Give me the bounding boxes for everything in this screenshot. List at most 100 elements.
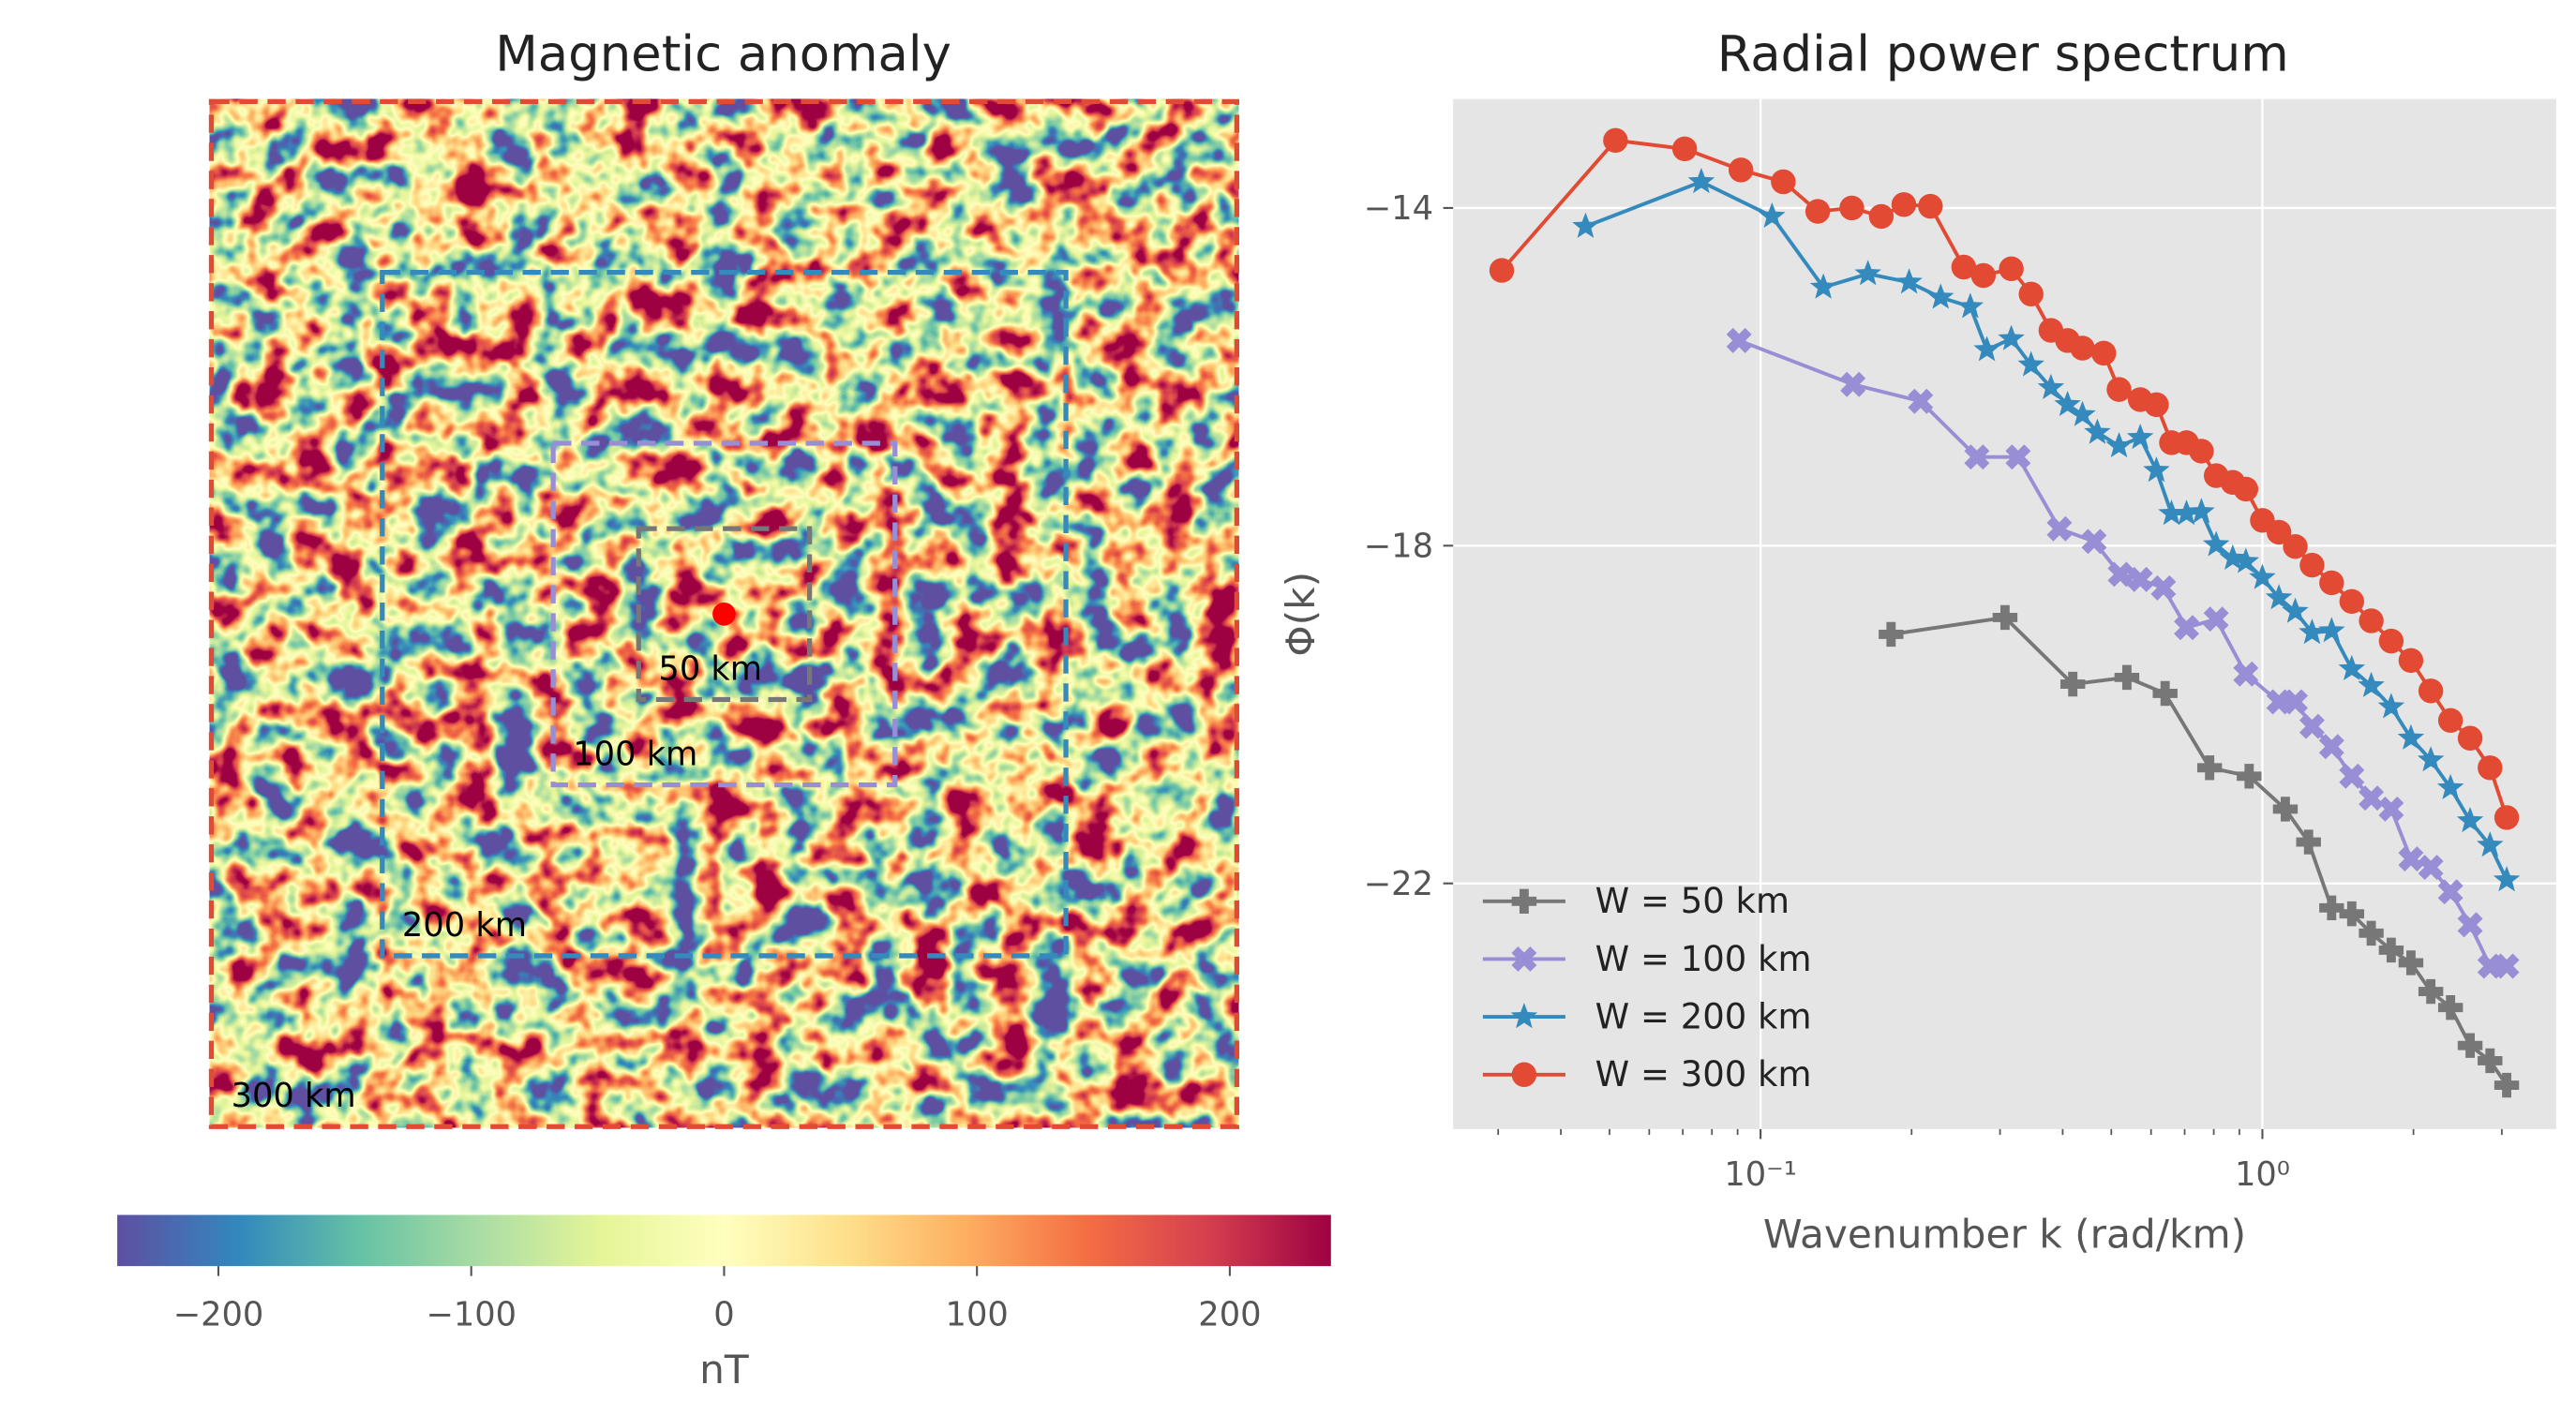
data-point — [2283, 534, 2308, 559]
y-tick-label: −18 — [1364, 528, 1433, 566]
data-point — [1728, 157, 1754, 183]
data-point — [2418, 978, 2444, 1005]
data-point — [2189, 439, 2214, 464]
data-point — [2237, 764, 2262, 789]
data-point — [2105, 432, 2133, 458]
data-point — [1951, 254, 1977, 280]
data-point — [2456, 807, 2484, 833]
data-point — [2150, 574, 2177, 601]
window-box — [380, 270, 1069, 959]
data-point — [2005, 444, 2031, 470]
data-point — [1868, 203, 1895, 230]
data-point — [2477, 831, 2504, 857]
data-point — [2188, 498, 2215, 524]
data-point — [2398, 950, 2424, 976]
data-point — [2018, 281, 2044, 307]
colorbar-label: nT — [699, 1347, 749, 1393]
data-point — [2418, 855, 2444, 881]
data-point — [2493, 866, 2521, 892]
data-point — [1879, 621, 1904, 648]
data-point — [2437, 708, 2464, 734]
data-point — [2059, 671, 2086, 697]
data-point — [2126, 424, 2154, 450]
data-point — [2359, 608, 2384, 633]
data-point — [2418, 678, 2444, 704]
data-point — [2417, 746, 2445, 772]
y-axis-label: Φ(k) — [1278, 572, 1324, 657]
data-point — [2114, 664, 2140, 691]
data-point — [2339, 588, 2365, 614]
data-point — [2339, 901, 2365, 927]
data-point — [2457, 912, 2483, 938]
map-title: Magnetic anomaly — [495, 26, 951, 83]
data-point — [2069, 400, 2096, 426]
data-point — [2437, 879, 2464, 905]
data-point — [1970, 262, 1997, 289]
data-point — [2127, 566, 2153, 592]
colorbar-tick-label: 100 — [946, 1296, 1009, 1334]
data-point — [1891, 192, 1917, 217]
data-point — [2494, 1072, 2520, 1098]
data-point — [2106, 377, 2132, 402]
data-point — [1908, 388, 1934, 414]
legend-marker — [1511, 946, 1537, 972]
data-point — [2158, 499, 2185, 526]
colorbar-tick-label: −100 — [426, 1296, 517, 1334]
data-point — [2037, 373, 2065, 399]
data-point — [2318, 734, 2344, 760]
data-point — [2219, 544, 2247, 570]
data-point — [2272, 797, 2299, 822]
data-point — [2319, 895, 2344, 921]
data-point — [2091, 340, 2117, 366]
data-point — [1854, 260, 1881, 286]
data-point — [2338, 654, 2366, 680]
data-point — [2232, 547, 2260, 573]
x-tick-label: 10⁰ — [2235, 1155, 2290, 1194]
data-point — [2378, 796, 2404, 822]
data-point — [1572, 212, 1599, 238]
legend-label: W = 300 km — [1595, 1054, 1812, 1095]
data-point — [1809, 273, 1837, 299]
data-point — [2377, 693, 2405, 719]
window-box — [208, 98, 1240, 1129]
window-box — [636, 526, 813, 703]
data-point — [2397, 723, 2425, 750]
data-point — [2359, 785, 2385, 812]
data-point — [2299, 552, 2325, 578]
data-point — [1999, 256, 2024, 282]
data-point — [2457, 1033, 2483, 1058]
data-point — [1839, 195, 1865, 221]
data-point — [1840, 371, 1866, 397]
data-point — [2046, 515, 2073, 542]
data-point — [2152, 680, 2178, 707]
data-point — [2478, 755, 2503, 781]
data-point — [1489, 258, 1515, 283]
data-point — [2266, 519, 2292, 545]
data-point — [2378, 628, 2404, 654]
data-point — [2249, 563, 2276, 589]
colorbar-tick-label: 200 — [1198, 1296, 1261, 1334]
window-box — [550, 440, 898, 788]
legend-marker — [1510, 1003, 1538, 1029]
data-point — [1926, 283, 1954, 309]
data-point — [2144, 392, 2169, 418]
data-point — [1771, 169, 1796, 195]
data-point — [2070, 335, 2095, 361]
data-point — [1964, 444, 1990, 470]
data-point — [2437, 994, 2464, 1020]
center-point — [712, 602, 736, 626]
data-point — [1687, 168, 1715, 194]
data-point — [2398, 846, 2424, 872]
data-point — [1726, 327, 1752, 353]
data-point — [2233, 476, 2259, 502]
data-point — [2318, 617, 2345, 643]
data-point — [2233, 661, 2259, 687]
data-point — [1973, 335, 2000, 362]
data-point — [1998, 324, 2025, 350]
colorbar-tick-label: 0 — [713, 1296, 734, 1334]
data-point — [2282, 597, 2309, 623]
window-label: 50 km — [658, 649, 762, 688]
data-point — [2203, 606, 2229, 633]
data-point — [2319, 570, 2344, 596]
